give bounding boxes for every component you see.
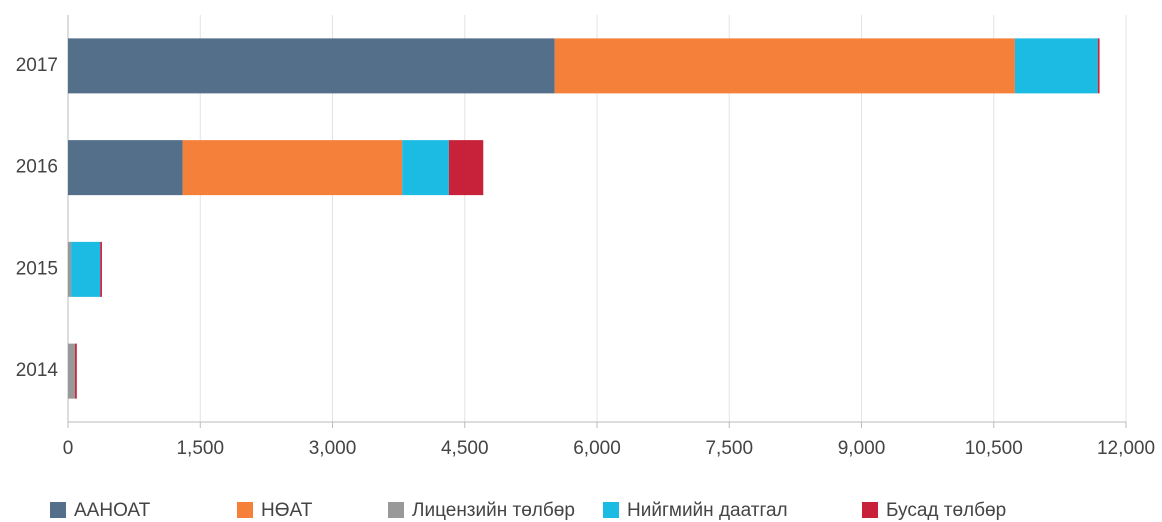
legend-label: Бусад төлбөр <box>886 500 1006 521</box>
bar-segment <box>1014 38 1098 94</box>
bar-segment <box>1097 38 1100 94</box>
x-tick-label: 12,000 <box>1097 438 1155 459</box>
x-tick-label: 0 <box>63 438 74 459</box>
bar-segment <box>75 343 77 399</box>
bar-segment <box>68 343 76 399</box>
legend-label: Лицензийн төлбөр <box>412 500 575 521</box>
legend-swatch <box>50 502 66 518</box>
bar-segment <box>68 241 72 297</box>
x-tick-label: 7,500 <box>705 438 753 459</box>
legend-label: Нийгмийн даатгал <box>627 500 788 521</box>
x-tick-label: 1,500 <box>176 438 224 459</box>
legend-label: ААНОАТ <box>74 500 151 521</box>
x-tick-label: 4,500 <box>441 438 489 459</box>
bar-segment <box>100 241 102 297</box>
y-tick-label: 2015 <box>16 258 58 279</box>
x-tick-label: 9,000 <box>838 438 886 459</box>
bar-segment <box>402 140 449 196</box>
legend-swatch <box>862 502 878 518</box>
x-tick-label: 3,000 <box>309 438 357 459</box>
bar-segment <box>71 241 101 297</box>
y-tick-label: 2017 <box>16 55 58 76</box>
x-tick-label: 10,500 <box>965 438 1023 459</box>
bar-segment <box>68 140 183 196</box>
y-tick-label: 2016 <box>16 157 58 178</box>
legend-swatch <box>603 502 619 518</box>
legend-swatch <box>388 502 404 518</box>
bar-segment <box>448 140 484 196</box>
bar-segment <box>554 38 1015 94</box>
bar-segment <box>182 140 403 196</box>
x-tick-label: 6,000 <box>573 438 621 459</box>
legend-label: НӨАТ <box>261 500 313 521</box>
legend-swatch <box>237 502 253 518</box>
y-tick-label: 2014 <box>16 360 59 381</box>
bar-segment <box>68 38 555 94</box>
